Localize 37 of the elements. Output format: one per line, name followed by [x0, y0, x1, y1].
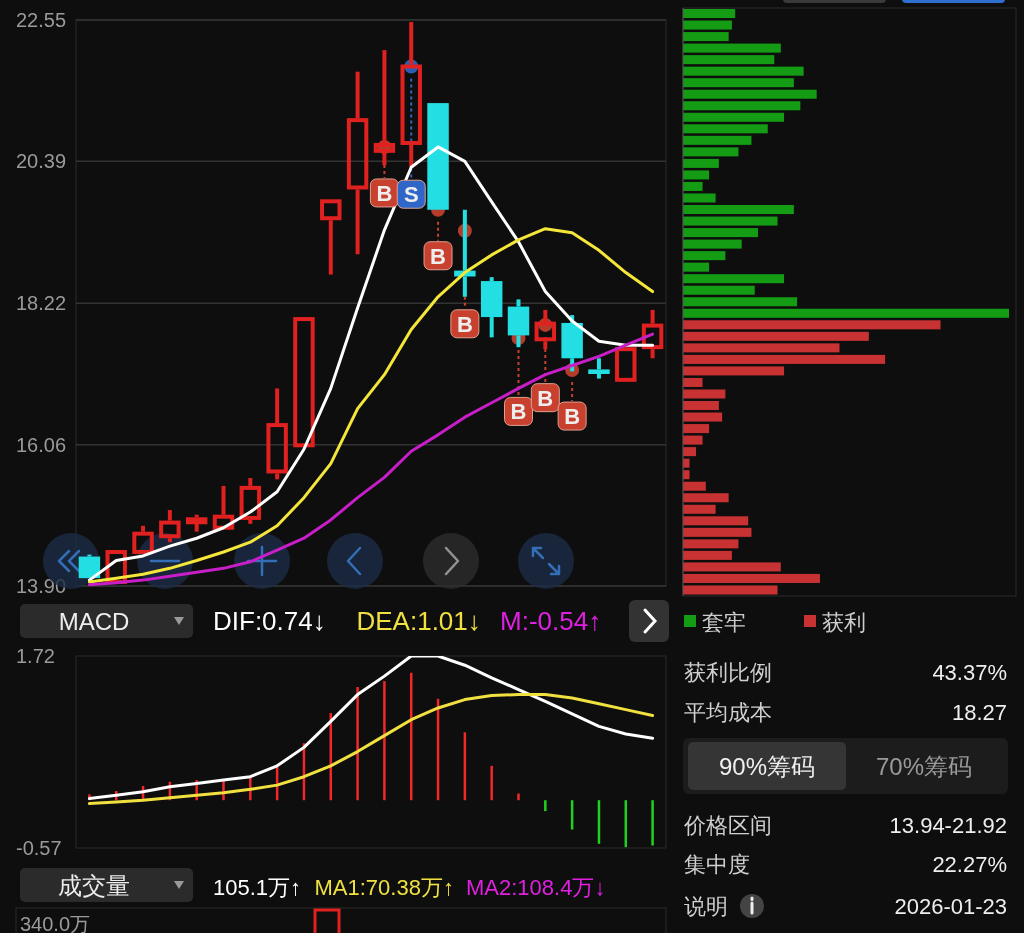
text: 22.27%	[932, 852, 1007, 877]
text: 价格区间	[683, 813, 772, 838]
text: 获利比例	[684, 660, 772, 685]
text: 说明	[684, 894, 728, 919]
text: 43.37%	[932, 660, 1007, 685]
data-label: B	[537, 385, 554, 411]
data-label: B	[456, 311, 473, 337]
text: 获利	[822, 610, 866, 635]
text: 105.1万↑	[213, 875, 302, 900]
text: DIF:0.74↓	[213, 606, 326, 636]
chart-title: MACD	[58, 608, 130, 635]
y-tick-label: -0.57	[16, 837, 62, 859]
data-label: B	[430, 243, 446, 269]
data-label: B	[564, 404, 581, 430]
text: 成交量	[58, 872, 130, 899]
data-label: B	[510, 399, 527, 425]
text: DEA:1.01↓	[356, 606, 481, 636]
y-tick-label: 1.72	[16, 645, 55, 667]
data-label: S	[403, 182, 419, 208]
text: 18.27	[951, 700, 1007, 725]
text: 平均成本	[684, 700, 772, 725]
text: 340.0万	[20, 913, 91, 933]
y-tick-label: 13.90	[16, 575, 67, 597]
y-tick-label: 16.06	[16, 433, 67, 456]
text: MA1:70.38万↑	[314, 875, 454, 900]
text: 套牢	[702, 610, 746, 635]
y-tick-label: 20.39	[16, 150, 67, 173]
text: 13.94-21.92	[889, 813, 1007, 838]
text: 90%筹码	[718, 753, 816, 780]
text: 70%筹码	[875, 753, 973, 780]
y-tick-label: 22.55	[16, 9, 67, 31]
text: 集中度	[684, 852, 750, 877]
y-tick-label: 18.22	[16, 292, 67, 315]
text: M:-0.54↑	[500, 606, 602, 636]
text: MA2:108.4万↓	[466, 875, 606, 900]
data-label: B	[376, 180, 393, 206]
text: 2026-01-23	[894, 894, 1007, 919]
